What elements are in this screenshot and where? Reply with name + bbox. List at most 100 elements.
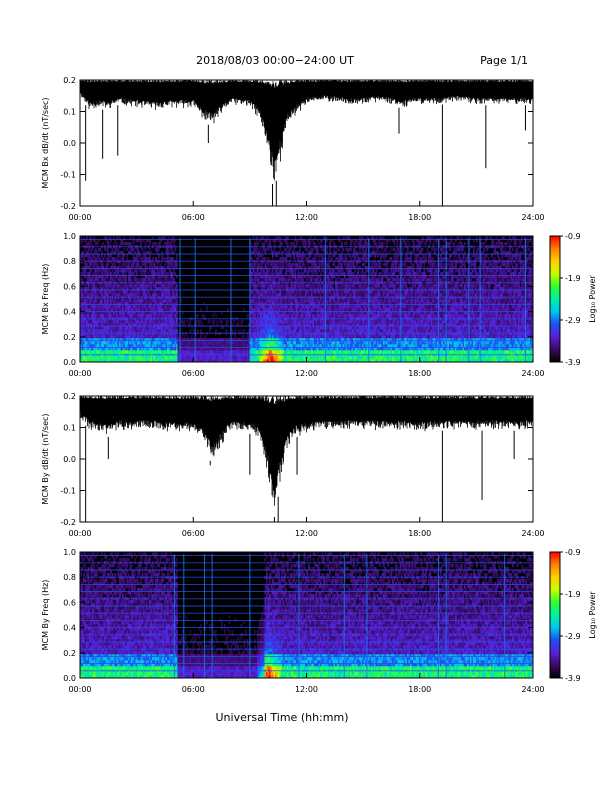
heatmap-cell [189,338,192,342]
heatmap-cell [110,299,112,303]
heatmap-cell [98,311,100,315]
heatmap-cell [89,359,91,363]
heatmap-cell [174,299,177,303]
heatmap-cell [161,236,163,240]
heatmap-cell [152,314,154,318]
heatmap-cell [128,251,130,255]
heatmap-cell [156,287,159,291]
heatmap-cell [174,314,177,318]
page-number: Page 1/1 [480,54,528,67]
heatmap-cell [170,356,172,360]
heatmap-cell [165,326,168,330]
heatmap-cell [86,326,88,330]
heatmap-cell [132,254,135,258]
heatmap-cell [101,314,103,318]
heatmap-cell [87,335,90,339]
heatmap-cell [93,236,96,240]
heatmap-cell [98,266,100,270]
heatmap-cell [273,242,276,246]
heatmap-cell [81,344,84,348]
heatmap-cell [104,338,106,342]
heatmap-cell [161,308,163,312]
heatmap-cell [185,356,187,360]
heatmap-cell [141,257,144,261]
heatmap-cell [117,305,120,309]
heatmap-cell [87,278,90,282]
heatmap-cell [119,251,121,255]
heatmap-cell [156,293,159,297]
heatmap-cell [137,335,139,339]
heatmap-cell [141,323,144,327]
heatmap-cell [102,323,105,327]
heatmap-cell [96,290,99,294]
heatmap-cell [105,305,108,309]
heatmap-cell [105,335,108,339]
heatmap-cell [149,248,151,252]
heatmap-cell [87,251,90,255]
heatmap-cell [123,359,126,363]
heatmap-cell [84,299,87,303]
heatmap-cell [167,320,169,324]
heatmap-cell [110,278,112,282]
heatmap-cell [315,263,318,267]
heatmap-cell [177,359,180,363]
heatmap-cell [167,254,169,258]
heatmap-cell [125,338,127,342]
heatmap-cell [131,248,133,252]
heatmap-cell [86,275,88,279]
heatmap-cell [152,263,154,267]
heatmap-cell [167,251,169,255]
heatmap-cell [188,344,190,348]
heatmap-cell [108,335,111,339]
heatmap-cell [98,344,100,348]
heatmap-cell [96,359,99,363]
heatmap-cell [156,311,159,315]
heatmap-cell [161,350,163,354]
heatmap-cell [107,329,109,333]
heatmap-cell [150,308,153,312]
heatmap-cell [125,269,127,273]
heatmap-cell [170,263,172,267]
heatmap-cell [167,266,169,270]
heatmap-cell [114,275,117,279]
heatmap-cell [84,341,87,345]
heatmap-cell [81,287,84,291]
heatmap-cell [125,359,127,363]
heatmap-cell [144,284,147,288]
heatmap-cell [137,257,139,261]
heatmap-cell [89,266,91,270]
heatmap-cell [129,293,132,297]
heatmap-cell [162,275,165,279]
heatmap-cell [108,347,111,351]
heatmap-cell [182,338,184,342]
heatmap-cell [153,287,156,291]
heatmap-cell [90,305,93,309]
heatmap-cell [173,329,175,333]
heatmap-cell [147,320,150,324]
heatmap-cell [156,347,159,351]
heatmap-cell [105,269,108,273]
heatmap-cell [123,326,126,330]
heatmap-cell [90,293,93,297]
heatmap-cell [120,329,123,333]
heatmap-cell [116,314,118,318]
heatmap-cell [101,329,103,333]
heatmap-cell [162,299,165,303]
heatmap-cell [89,257,91,261]
heatmap-cell [87,302,90,306]
heatmap-cell [320,242,322,246]
heatmap-cell [108,287,111,291]
heatmap-cell [128,287,130,291]
heatmap-cell [81,299,84,303]
heatmap-cell [117,257,120,261]
heatmap-cell [110,311,112,315]
x-tick-label: 00:00 [68,213,91,222]
heatmap-cell [164,263,166,267]
heatmap-cell [99,350,102,354]
heatmap-cell [116,341,118,345]
heatmap-cell [150,302,153,306]
heatmap-cell [153,356,156,360]
heatmap-cell [120,284,123,288]
heatmap-cell [101,356,103,360]
